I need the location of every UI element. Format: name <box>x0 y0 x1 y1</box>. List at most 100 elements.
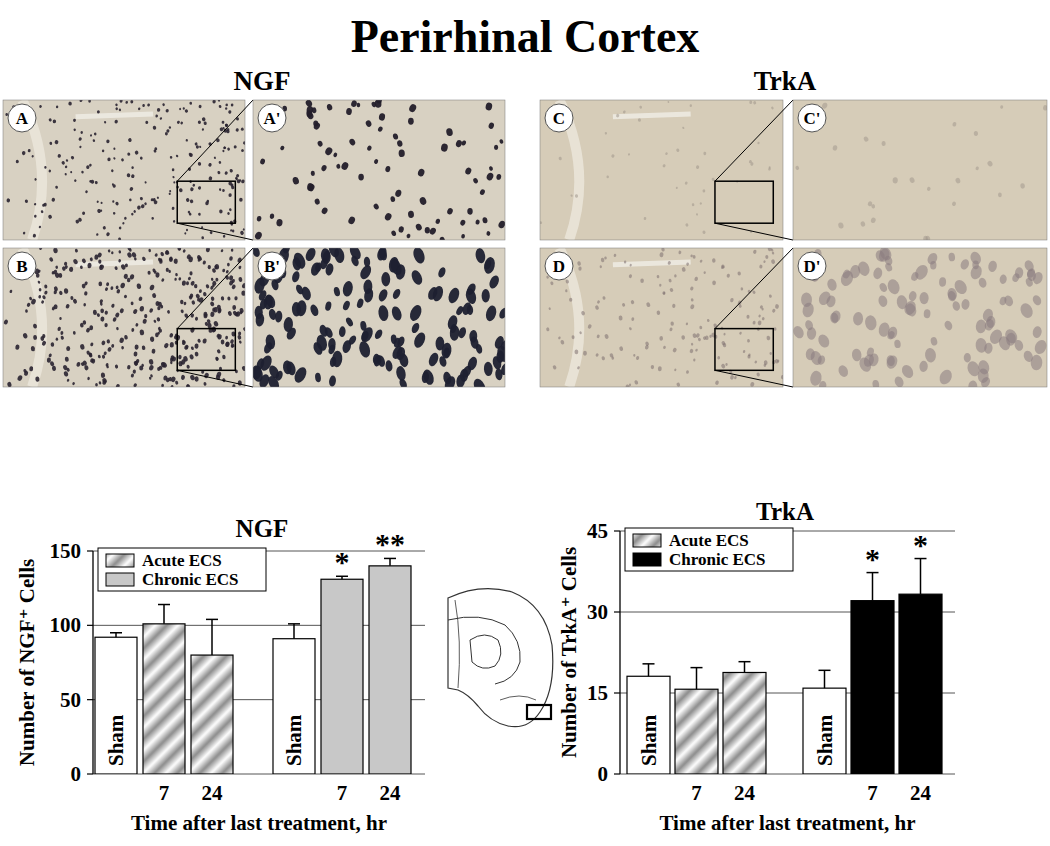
stained-cell <box>203 292 207 297</box>
stained-cell <box>205 284 210 289</box>
stained-cell <box>625 384 630 387</box>
stained-cell <box>681 267 686 273</box>
stained-cell <box>864 314 878 331</box>
legend-swatch <box>633 534 661 547</box>
stained-cell <box>190 187 194 192</box>
stained-cell <box>211 277 214 281</box>
stained-cell <box>170 385 174 387</box>
error-bar-stem <box>920 559 922 595</box>
stained-cell <box>33 323 38 329</box>
stained-cell <box>204 321 208 326</box>
error-bar-stem <box>293 624 295 639</box>
error-bar-stem <box>696 668 698 690</box>
stained-cell <box>425 227 430 233</box>
stained-cell <box>373 328 384 340</box>
stained-cell <box>64 288 69 294</box>
stained-cell <box>1000 105 1004 109</box>
stained-cell <box>495 345 505 364</box>
stained-cell <box>659 284 662 287</box>
error-bar-stem <box>824 670 826 688</box>
panel-label: C' <box>804 109 821 128</box>
stained-cell <box>222 189 225 192</box>
tick-label: 150 <box>50 539 82 563</box>
x-axis-label: Time after last treatment, hr <box>131 811 387 835</box>
stained-cell <box>48 353 52 358</box>
brain-structure <box>470 635 501 668</box>
stained-cell <box>243 141 245 145</box>
stained-cell <box>702 189 705 193</box>
stained-cell <box>144 181 147 184</box>
stained-cell <box>943 319 954 331</box>
stained-cell <box>694 276 699 281</box>
stained-cell <box>41 300 45 304</box>
stained-cell <box>712 280 716 285</box>
stained-cell <box>215 278 218 282</box>
stained-cell <box>102 226 106 230</box>
stained-cell <box>48 257 53 263</box>
stained-cell <box>97 252 102 258</box>
stained-cell <box>806 327 816 340</box>
stained-cell <box>87 263 91 269</box>
stained-cell <box>920 292 929 304</box>
stained-cell <box>629 264 632 267</box>
stained-cell <box>388 256 400 273</box>
stained-cell <box>715 380 720 385</box>
stained-cell <box>161 362 167 369</box>
stained-cell <box>231 248 234 251</box>
x-axis-label: Time after last treatment, hr <box>659 811 915 835</box>
stained-cell <box>1043 105 1047 111</box>
stained-cell <box>839 269 856 288</box>
error-bar-stem <box>744 662 746 673</box>
stained-cell <box>913 263 931 282</box>
stained-cell <box>474 248 486 264</box>
stained-cell <box>172 176 175 179</box>
stained-cell <box>952 278 969 297</box>
stained-cell <box>695 348 699 352</box>
legend-label: Chronic ECS <box>142 570 239 589</box>
stained-cell <box>167 310 171 314</box>
stained-cell <box>210 296 214 301</box>
stained-cell <box>48 214 53 219</box>
stained-cell <box>690 254 693 257</box>
panel-label-badge <box>8 104 36 132</box>
stained-cell <box>162 103 165 107</box>
stained-cell <box>766 335 771 340</box>
stained-cell <box>186 384 191 387</box>
stained-cell <box>23 368 27 373</box>
stained-cell <box>684 181 688 185</box>
stained-cell <box>188 295 193 300</box>
stained-cell <box>768 294 772 298</box>
stained-cell <box>318 324 329 338</box>
stained-cell <box>86 165 90 169</box>
stained-cell <box>926 186 931 191</box>
stained-cell <box>1020 183 1025 189</box>
stained-cell <box>142 318 148 324</box>
stained-cell <box>276 219 283 227</box>
stained-cell <box>218 161 221 165</box>
stained-cell <box>1018 301 1035 320</box>
stained-cell <box>79 100 83 103</box>
stained-cell <box>690 104 692 107</box>
x-tick-label: 24 <box>910 781 932 805</box>
stained-cell <box>221 121 224 125</box>
stained-cell <box>78 137 82 142</box>
brain-structure <box>455 600 459 688</box>
stained-cell <box>141 345 145 350</box>
stained-cell <box>32 233 36 237</box>
stained-cell <box>390 305 403 322</box>
micrograph <box>3 100 245 240</box>
stained-cell <box>118 259 121 263</box>
stained-cell <box>173 258 178 264</box>
stained-cell <box>144 314 147 318</box>
stained-cell <box>56 105 59 108</box>
bar <box>143 624 185 774</box>
error-bar-cap <box>819 670 831 672</box>
stained-cell <box>1030 355 1042 371</box>
panel-label: D' <box>804 257 821 276</box>
stained-cell <box>667 261 671 266</box>
stained-cell <box>112 184 116 188</box>
stained-cell <box>646 302 651 308</box>
stained-cell <box>872 267 883 280</box>
stained-cell <box>602 296 606 300</box>
stained-cell <box>223 235 226 238</box>
